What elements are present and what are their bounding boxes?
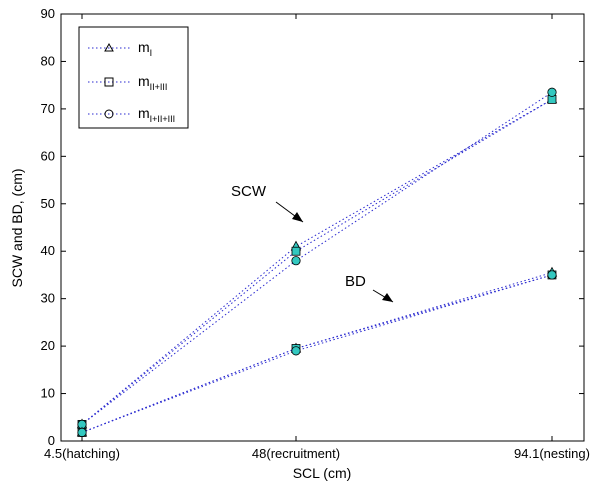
legend-label: mI+II+III	[138, 105, 175, 124]
series-line-scw-square	[81, 98, 553, 425]
y-axis: 0 10 20 30 40 50 60 70 80 90	[41, 6, 584, 448]
data-point-bd-circle	[291, 346, 301, 356]
series-line-bd-triangle	[81, 272, 553, 433]
legend-item-3: mI+II+III	[88, 105, 175, 124]
x-tick-label: 48(recruitment)	[252, 446, 340, 461]
data-point-scw-square	[291, 246, 301, 256]
triangle-marker	[104, 42, 114, 52]
plot-markers	[76, 87, 558, 438]
annotation-scw: SCW	[231, 183, 267, 200]
square-marker	[104, 77, 114, 87]
legend-item-1: mI	[88, 39, 152, 58]
plot-lines	[81, 91, 553, 433]
y-tick-label: 30	[41, 291, 55, 306]
x-tick-label: 4.5(hatching)	[44, 446, 120, 461]
legend-label: mI	[138, 39, 152, 58]
y-tick-label: 70	[41, 101, 55, 116]
annotation-bd: BD	[345, 273, 366, 290]
y-tick-label: 20	[41, 338, 55, 353]
y-tick-label: 90	[41, 6, 55, 21]
legend: mI mII+III mI+II+III	[78, 26, 189, 129]
y-tick-label: 60	[41, 148, 55, 163]
legend-box	[78, 26, 189, 129]
series-line-bd-square	[81, 274, 553, 433]
circle-marker	[104, 109, 114, 119]
annotation-bd-arrowhead	[382, 293, 393, 302]
plot-frame	[60, 13, 585, 442]
annotations: SCW BD	[231, 183, 394, 303]
data-point-scw-circle	[547, 87, 557, 97]
x-axis-label: SCL (cm)	[293, 465, 352, 481]
data-point-scw-circle	[291, 256, 301, 266]
x-tick-label: 94.1(nesting)	[514, 446, 590, 461]
legend-item-2: mII+III	[88, 73, 167, 92]
series-line-bd-circle	[81, 274, 553, 433]
y-tick-label: 50	[41, 196, 55, 211]
y-tick-label: 0	[48, 433, 55, 448]
annotation-scw-arrowhead	[292, 212, 303, 222]
y-tick-label: 80	[41, 53, 55, 68]
series-line-scw-circle	[81, 91, 553, 425]
x-axis: 4.5(hatching) 48(recruitment) 94.1(nesting…	[44, 14, 590, 461]
legend-label: mII+III	[138, 73, 167, 92]
data-point-bd-circle	[547, 270, 557, 280]
y-tick-label: 10	[41, 386, 55, 401]
y-axis-label: SCW and BD, (cm)	[9, 168, 25, 287]
series-line-scw-triangle	[81, 98, 553, 425]
y-tick-label: 40	[41, 243, 55, 258]
data-point-bd-circle	[77, 427, 87, 438]
